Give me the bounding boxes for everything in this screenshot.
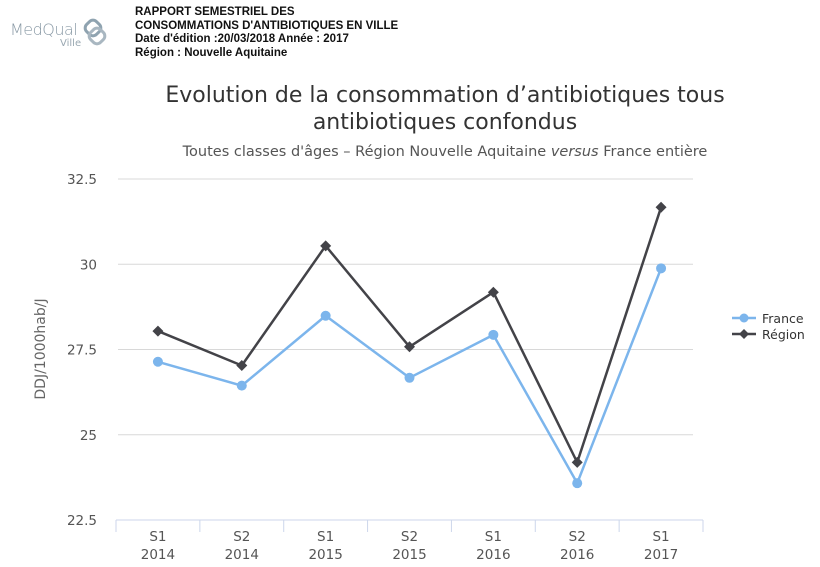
legend-label-france: France [762, 310, 804, 326]
x-tick-label: 2017 [644, 547, 678, 563]
y-tick-label: 25 [80, 428, 97, 444]
x-tick-label: 2016 [560, 547, 594, 563]
x-tick-label: 2014 [225, 547, 259, 563]
data-point-circle-icon[interactable] [488, 329, 499, 340]
legend-item-region[interactable]: Région [732, 326, 805, 342]
report-region: Région : Nouvelle Aquitaine [135, 46, 288, 59]
series-region [152, 201, 667, 468]
report-header: RAPPORT SEMESTRIEL DES CONSOMMATIONS D'A… [135, 6, 398, 60]
data-point-circle-icon[interactable] [320, 310, 331, 321]
legend-label-region: Région [762, 326, 805, 342]
series-france [152, 263, 667, 489]
data-point-diamond-icon[interactable] [655, 201, 667, 213]
x-tick-label: S1 [317, 529, 334, 545]
x-tick-label: 2014 [141, 547, 175, 563]
chart-subtitle: Toutes classes d'âges – Région Nouvelle … [100, 144, 790, 160]
data-point-circle-icon[interactable] [572, 478, 583, 489]
x-tick-label: 2015 [308, 547, 342, 563]
subtitle-pre: Toutes classes d'âges – Région Nouvelle … [182, 144, 551, 160]
x-tick-label: S1 [149, 529, 166, 545]
x-axis: S1 2014 S2 2014 S1 2015 S2 2015 S1 2016 S2 2016 S1 20… [115, 519, 704, 563]
y-axis-label: DDJ/1000hab/J [33, 298, 49, 399]
diamond-marker-icon [732, 329, 756, 339]
y-axis: 22.5 25 27.5 30 32.5 [67, 172, 97, 529]
x-tick-label: S1 [485, 529, 502, 545]
data-point-circle-icon[interactable] [404, 372, 415, 383]
medqual-logo: MedQual Ville [10, 18, 107, 54]
data-point-diamond-icon[interactable] [320, 240, 332, 252]
x-tick-label: S2 [569, 529, 586, 545]
subtitle-post: France entière [598, 144, 708, 160]
x-tick-label: S1 [652, 529, 669, 545]
data-point-diamond-icon[interactable] [487, 286, 499, 298]
series-line [157, 206, 663, 464]
report-title-line-1: RAPPORT SEMESTRIEL DES [135, 6, 295, 18]
y-tick-label: 30 [80, 257, 97, 273]
gridlines [118, 178, 693, 436]
series-lines [152, 201, 667, 489]
x-tick-label: S2 [401, 529, 418, 545]
x-tick-label: 2015 [392, 547, 426, 563]
y-tick-label: 22.5 [67, 513, 97, 529]
y-tick-label: 27.5 [67, 343, 97, 359]
data-point-circle-icon[interactable] [656, 263, 667, 274]
logo-name: MedQual [10, 20, 78, 39]
logo-sub: Ville [60, 38, 82, 49]
chart-legend: France Région [732, 310, 805, 342]
circle-marker-icon [732, 313, 756, 323]
data-point-diamond-icon[interactable] [571, 456, 583, 468]
subtitle-versus: versus [550, 144, 599, 160]
y-tick-label: 32.5 [67, 172, 97, 188]
report-edition-date: Date d'édition :20/03/2018 Année : 2017 [135, 33, 349, 45]
report-title-line-2: CONSOMMATIONS D'ANTIBIOTIQUES EN VILLE [135, 19, 399, 32]
logo-knot-icon [83, 18, 107, 46]
x-tick-label: S2 [233, 529, 250, 545]
data-point-circle-icon[interactable] [236, 380, 247, 391]
data-point-circle-icon[interactable] [152, 356, 163, 367]
data-point-diamond-icon[interactable] [404, 341, 415, 353]
legend-item-france[interactable]: France [732, 310, 805, 326]
chart-title: Evolution de la consommation d’antibioti… [165, 83, 725, 135]
data-point-diamond-icon[interactable] [152, 325, 164, 337]
x-tick-label: 2016 [476, 547, 510, 563]
data-point-diamond-icon[interactable] [236, 360, 248, 372]
